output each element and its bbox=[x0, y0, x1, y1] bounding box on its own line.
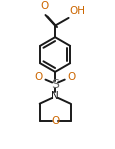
Text: N: N bbox=[51, 91, 58, 101]
Text: O: O bbox=[40, 1, 48, 11]
Text: O: O bbox=[34, 72, 42, 82]
Text: O: O bbox=[51, 116, 59, 126]
Text: OH: OH bbox=[69, 6, 85, 16]
Text: O: O bbox=[67, 72, 75, 82]
Text: S: S bbox=[51, 78, 59, 91]
